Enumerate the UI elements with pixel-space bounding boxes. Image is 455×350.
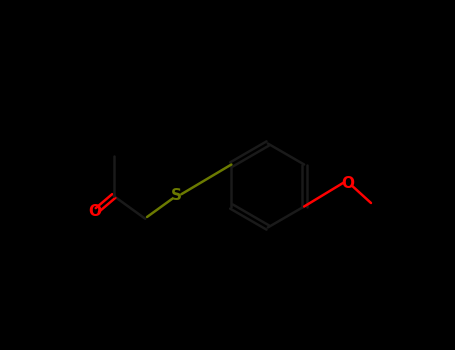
Text: O: O [88,204,101,219]
Text: O: O [342,176,355,191]
Text: S: S [171,189,182,203]
